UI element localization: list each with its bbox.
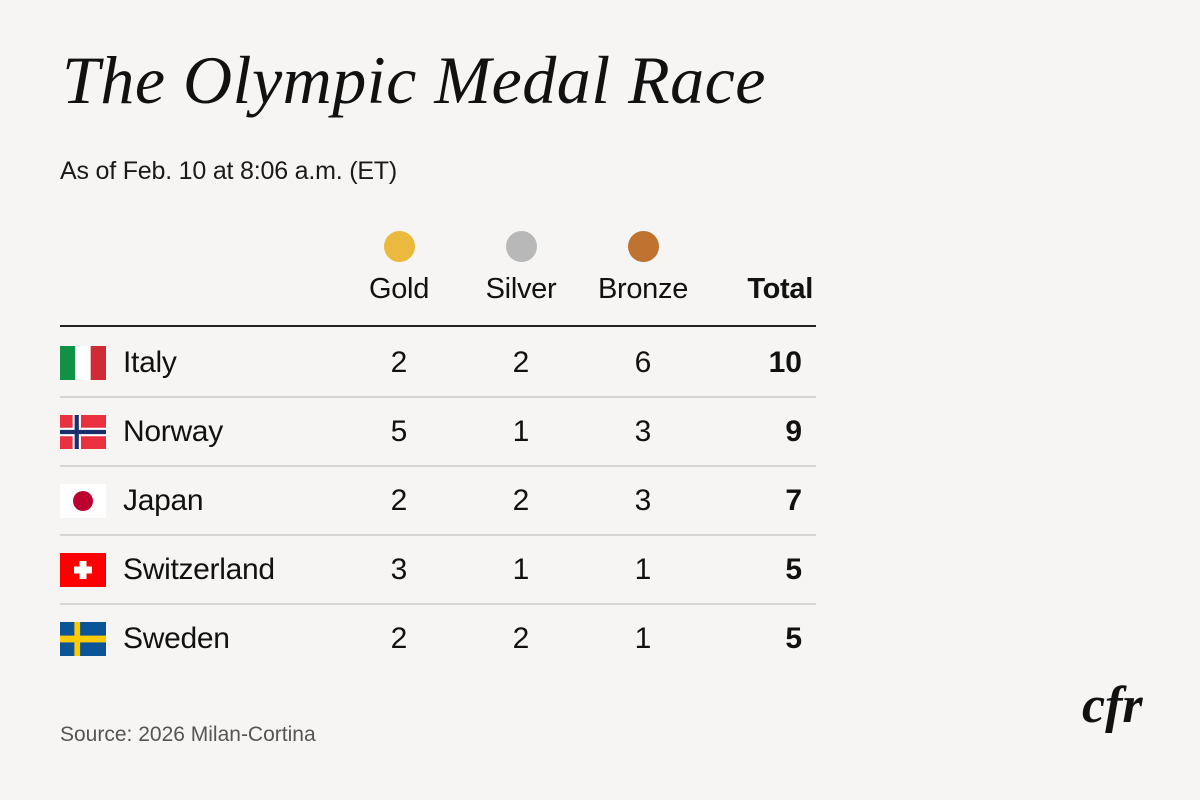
country-name: Switzerland (123, 553, 275, 586)
silver-count: 1 (512, 415, 530, 448)
header-divider (60, 325, 816, 327)
norway-flag-icon (60, 415, 106, 449)
sweden-flag-icon (60, 622, 106, 656)
gold-count: 3 (390, 553, 408, 586)
gold-count: 2 (390, 346, 408, 379)
silver-count: 1 (512, 553, 530, 586)
row-divider (60, 534, 816, 536)
column-header-gold: Gold (368, 273, 430, 305)
source-note: Source: 2026 Milan-Cortina (60, 723, 316, 746)
total-count: 5 (785, 622, 802, 655)
bronze-count: 1 (634, 553, 652, 586)
row-divider (60, 603, 816, 605)
country-name: Sweden (123, 622, 230, 655)
bronze-medal-icon (628, 231, 659, 262)
column-header-silver: Silver (485, 273, 557, 305)
gold-count: 2 (390, 484, 408, 517)
table-row: Switzerland 3 1 1 5 (60, 536, 816, 605)
row-divider (60, 465, 816, 467)
table-row: Norway 5 1 3 9 (60, 398, 816, 467)
silver-count: 2 (512, 622, 530, 655)
gold-medal-icon (384, 231, 415, 262)
total-count: 9 (785, 415, 802, 448)
country-name: Norway (123, 415, 223, 448)
country-name: Italy (123, 346, 177, 379)
japan-flag-icon (60, 484, 106, 518)
total-count: 7 (785, 484, 802, 517)
column-header-bronze: Bronze (597, 273, 689, 305)
gold-count: 2 (390, 622, 408, 655)
bronze-count: 1 (634, 622, 652, 655)
table-row: Italy 2 2 6 10 (60, 329, 816, 398)
total-count: 10 (768, 346, 802, 379)
bronze-count: 3 (634, 484, 652, 517)
cfr-logo: cfr (1082, 677, 1143, 734)
chart-title: The Olympic Medal Race (62, 42, 766, 118)
silver-count: 2 (512, 484, 530, 517)
table-row: Japan 2 2 3 7 (60, 467, 816, 536)
gold-count: 5 (390, 415, 408, 448)
table-row: Sweden 2 2 1 5 (60, 605, 816, 674)
silver-count: 2 (512, 346, 530, 379)
bronze-count: 6 (634, 346, 652, 379)
italy-flag-icon (60, 346, 106, 380)
total-count: 5 (785, 553, 802, 586)
row-divider (60, 396, 816, 398)
bronze-count: 3 (634, 415, 652, 448)
silver-medal-icon (506, 231, 537, 262)
chart-subtitle: As of Feb. 10 at 8:06 a.m. (ET) (60, 157, 398, 185)
country-name: Japan (123, 484, 204, 517)
column-header-total: Total (747, 273, 813, 305)
switzerland-flag-icon (60, 553, 106, 587)
